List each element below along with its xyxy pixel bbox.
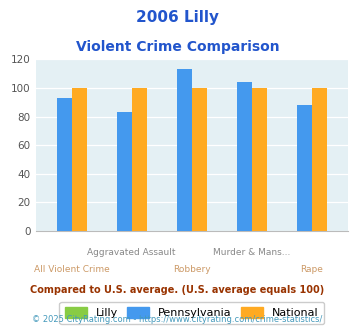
Bar: [237, 82, 252, 231]
Text: Robbery: Robbery: [173, 265, 211, 274]
Bar: [192, 88, 207, 231]
Bar: [252, 88, 267, 231]
Text: © 2025 CityRating.com - https://www.cityrating.com/crime-statistics/: © 2025 CityRating.com - https://www.city…: [32, 315, 323, 324]
Bar: [72, 88, 87, 231]
Legend: Lilly, Pennsylvania, National: Lilly, Pennsylvania, National: [59, 302, 324, 324]
Text: All Violent Crime: All Violent Crime: [34, 265, 109, 274]
Bar: [312, 88, 327, 231]
Bar: [116, 112, 132, 231]
Text: Violent Crime Comparison: Violent Crime Comparison: [76, 40, 279, 53]
Text: Rape: Rape: [300, 265, 323, 274]
Bar: [56, 98, 72, 231]
Bar: [177, 69, 192, 231]
Text: 2006 Lilly: 2006 Lilly: [136, 10, 219, 25]
Text: Compared to U.S. average. (U.S. average equals 100): Compared to U.S. average. (U.S. average …: [31, 285, 324, 295]
Text: Aggravated Assault: Aggravated Assault: [87, 248, 176, 257]
Bar: [297, 105, 312, 231]
Text: Murder & Mans...: Murder & Mans...: [213, 248, 290, 257]
Bar: [132, 88, 147, 231]
